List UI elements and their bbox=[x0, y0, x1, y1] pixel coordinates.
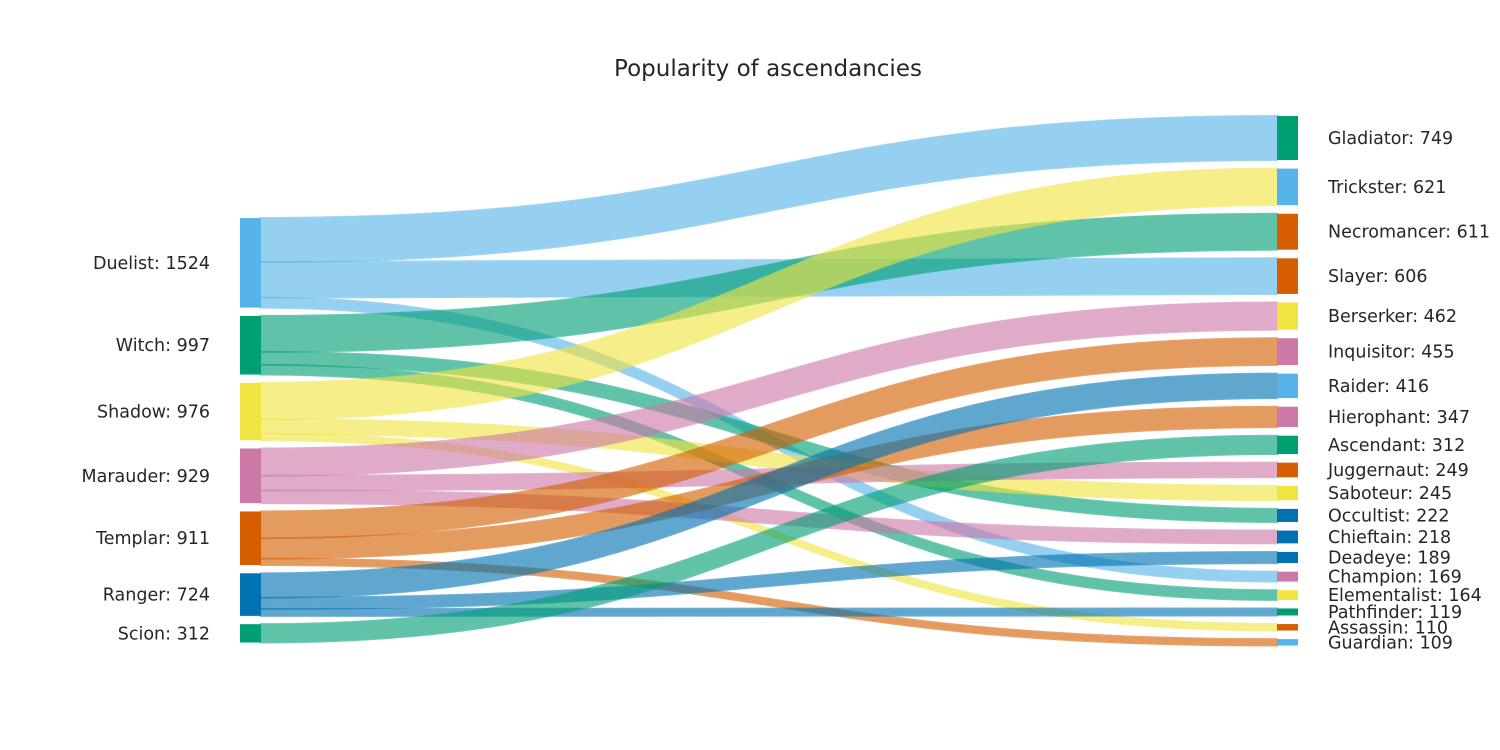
target-node-ascendant bbox=[1277, 435, 1298, 455]
target-node-deadeye bbox=[1277, 551, 1298, 564]
target-label-raider: Raider: 416 bbox=[1328, 377, 1429, 397]
source-node-scion bbox=[240, 624, 261, 643]
target-label-assassin: Assassin: 110 bbox=[1328, 618, 1448, 638]
target-node-pathfinder bbox=[1277, 608, 1298, 616]
source-node-shadow bbox=[240, 382, 261, 441]
source-label-ranger: Ranger: 724 bbox=[103, 586, 210, 606]
target-node-slayer bbox=[1277, 258, 1298, 294]
target-label-necromancer: Necromancer: 611 bbox=[1328, 223, 1490, 243]
labels-layer: Duelist: 1524 Witch: 997 Shadow: 976 Maraud… bbox=[82, 129, 1490, 653]
flow-ranger-to-pathfinder bbox=[260, 607, 1278, 617]
target-node-chieftain bbox=[1277, 530, 1298, 544]
source-label-duelist: Duelist: 1524 bbox=[93, 254, 210, 274]
target-label-deadeye: Deadeye: 189 bbox=[1328, 549, 1451, 569]
target-node-champion bbox=[1277, 571, 1298, 582]
source-node-marauder bbox=[240, 448, 261, 504]
target-label-berserker: Berserker: 462 bbox=[1328, 307, 1457, 327]
source-label-marauder: Marauder: 929 bbox=[82, 467, 210, 487]
target-label-inquisitor: Inquisitor: 455 bbox=[1328, 343, 1455, 363]
target-node-assassin bbox=[1277, 624, 1298, 631]
target-node-occultist bbox=[1277, 508, 1298, 522]
target-node-guardian bbox=[1277, 639, 1298, 646]
target-node-gladiator bbox=[1277, 116, 1298, 161]
source-node-templar bbox=[240, 511, 261, 566]
target-label-elementalist: Elementalist: 164 bbox=[1328, 586, 1482, 606]
target-label-juggernaut: Juggernaut: 249 bbox=[1327, 461, 1469, 481]
target-node-berserker bbox=[1277, 302, 1298, 330]
target-node-elementalist bbox=[1277, 590, 1298, 600]
target-label-occultist: Occultist: 222 bbox=[1328, 506, 1450, 526]
source-node-witch bbox=[240, 315, 261, 375]
target-label-slayer: Slayer: 606 bbox=[1328, 267, 1428, 287]
nodes-layer bbox=[240, 116, 1298, 646]
target-label-chieftain: Chieftain: 218 bbox=[1328, 528, 1451, 548]
source-label-shadow: Shadow: 976 bbox=[97, 403, 210, 423]
target-label-saboteur: Saboteur: 245 bbox=[1328, 484, 1452, 504]
target-label-gladiator: Gladiator: 749 bbox=[1328, 129, 1453, 149]
target-node-raider bbox=[1277, 373, 1298, 399]
target-label-guardian: Guardian: 109 bbox=[1328, 633, 1453, 653]
target-node-necromancer bbox=[1277, 213, 1298, 250]
target-node-saboteur bbox=[1277, 485, 1298, 501]
target-node-hierophant bbox=[1277, 406, 1298, 428]
target-node-juggernaut bbox=[1277, 462, 1298, 478]
target-label-champion: Champion: 169 bbox=[1328, 568, 1462, 588]
target-label-pathfinder: Pathfinder: 119 bbox=[1328, 603, 1462, 623]
target-label-ascendant: Ascendant: 312 bbox=[1328, 436, 1465, 456]
source-label-scion: Scion: 312 bbox=[118, 624, 210, 644]
source-node-duelist bbox=[240, 218, 261, 308]
target-label-trickster: Trickster: 621 bbox=[1327, 178, 1446, 198]
source-label-witch: Witch: 997 bbox=[116, 336, 210, 356]
target-label-hierophant: Hierophant: 347 bbox=[1328, 408, 1470, 428]
flows-layer bbox=[260, 114, 1278, 647]
source-label-templar: Templar: 911 bbox=[95, 529, 210, 549]
source-node-ranger bbox=[240, 573, 261, 616]
target-node-inquisitor bbox=[1277, 338, 1298, 366]
target-node-trickster bbox=[1277, 168, 1298, 206]
chart-title: Popularity of ascendancies bbox=[614, 56, 922, 82]
